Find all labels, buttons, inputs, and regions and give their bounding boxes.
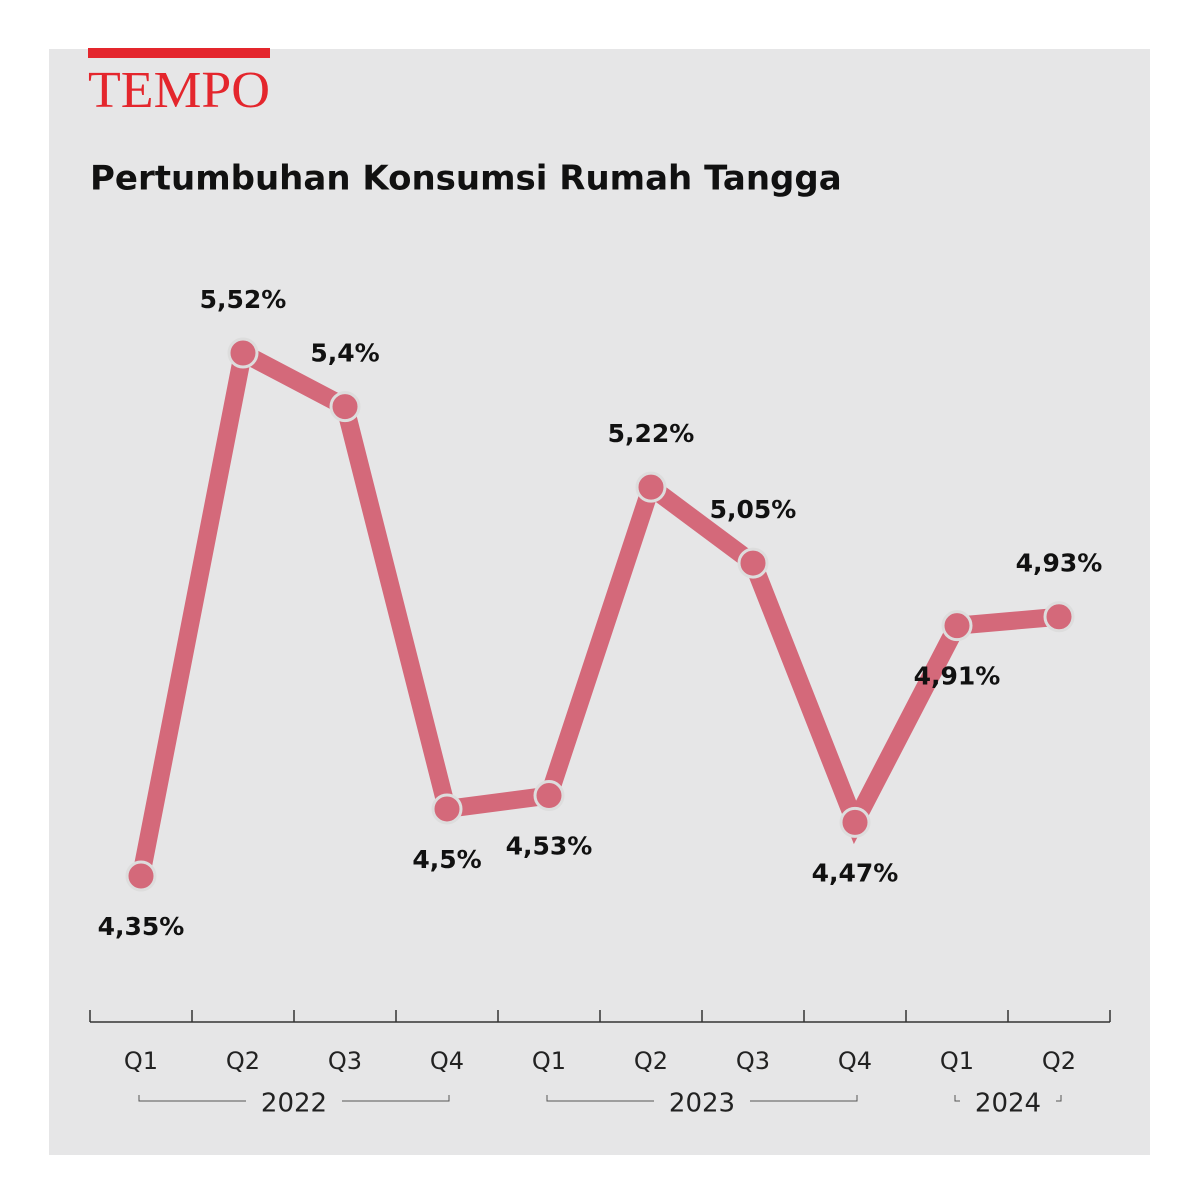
line	[132, 339, 1060, 878]
point	[533, 780, 565, 812]
data-label: 5,05%	[710, 495, 797, 524]
data-label: 4,35%	[98, 912, 185, 941]
point	[227, 337, 259, 369]
data-label: 5,4%	[310, 339, 379, 368]
year-label: 2023	[669, 1089, 735, 1119]
logo-bar	[88, 48, 270, 58]
data-label: 4,93%	[1016, 549, 1103, 578]
x-tick-label: Q1	[124, 1047, 158, 1075]
data-label: 4,91%	[914, 662, 1001, 691]
x-tick-label: Q1	[940, 1047, 974, 1075]
data-label: 4,53%	[506, 832, 593, 861]
year-label-bg	[960, 1085, 1056, 1117]
data-label: 5,22%	[608, 419, 695, 448]
point	[737, 547, 769, 579]
point	[125, 860, 157, 892]
point	[431, 793, 463, 825]
x-tick-label: Q2	[226, 1047, 260, 1075]
year-label-bg	[246, 1085, 342, 1117]
year-label: 2024	[975, 1089, 1041, 1119]
logo: TEMPO	[88, 62, 270, 119]
x-tick-label: Q4	[430, 1047, 464, 1075]
chart-title: Pertumbuhan Konsumsi Rumah Tangga	[90, 159, 842, 199]
data-label: 4,47%	[812, 858, 899, 887]
data-label: 5,52%	[200, 285, 287, 314]
x-tick-label: Q4	[838, 1047, 872, 1075]
point	[941, 610, 973, 642]
x-tick-label: Q3	[736, 1047, 770, 1075]
x-tick-label: Q2	[634, 1047, 668, 1075]
point	[1043, 601, 1075, 633]
point	[839, 806, 871, 838]
year-label-bg	[654, 1085, 750, 1117]
x-tick-label: Q3	[328, 1047, 362, 1075]
panel	[49, 49, 1150, 1155]
point	[329, 391, 361, 423]
year-label: 2022	[261, 1089, 327, 1119]
x-tick-label: Q1	[532, 1047, 566, 1075]
data-label: 4,5%	[412, 845, 481, 874]
x-tick-label: Q2	[1042, 1047, 1076, 1075]
point	[635, 471, 667, 503]
